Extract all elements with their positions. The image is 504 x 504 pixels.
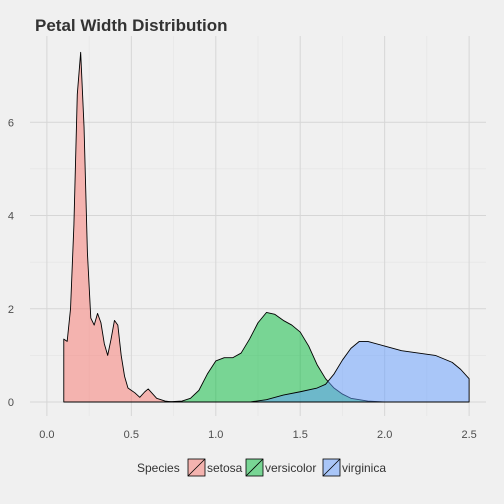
y-tick-label: 0: [8, 397, 14, 409]
chart-title: Petal Width Distribution: [35, 16, 228, 35]
legend-label-virginica: virginica: [342, 461, 386, 475]
y-tick-label: 6: [8, 117, 14, 129]
y-tick-label: 2: [8, 304, 14, 316]
legend-label-setosa: setosa: [207, 461, 243, 475]
y-tick-label: 4: [8, 211, 14, 223]
legend-key-slash: [322, 458, 341, 477]
x-tick-label: 1.0: [208, 429, 223, 441]
x-tick-label: 0.5: [124, 429, 139, 441]
x-tick-label: 2.5: [461, 429, 476, 441]
density-areas: [63, 51, 470, 403]
axis-ticks: 0.0 0.5 1.0 1.5 2.0 2.5 0 2 4 6: [8, 117, 477, 441]
legend-label-versicolor: versicolor: [265, 461, 316, 475]
legend-key-slash: [245, 458, 264, 477]
density-area-virginica: [215, 340, 470, 403]
x-tick-label: 0.0: [39, 429, 54, 441]
legend: Species setosa versicolor virginica: [137, 458, 386, 477]
x-tick-label: 2.0: [377, 429, 392, 441]
legend-key-slash: [187, 458, 206, 477]
x-tick-label: 1.5: [293, 429, 308, 441]
density-area-setosa: [63, 51, 175, 403]
legend-title: Species: [137, 461, 180, 475]
